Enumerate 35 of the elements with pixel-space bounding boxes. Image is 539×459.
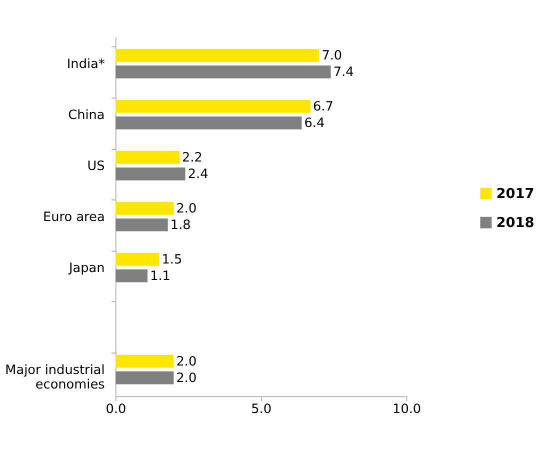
data-label: 2.0 xyxy=(176,354,197,370)
bar xyxy=(116,116,302,130)
bar xyxy=(116,100,310,113)
y-tick-label: Major industrial economies xyxy=(5,362,106,392)
data-label: 1.8 xyxy=(170,218,191,234)
data-label: 1.5 xyxy=(162,252,182,268)
data-label: 2.2 xyxy=(182,150,202,166)
bar xyxy=(116,252,160,266)
y-tick-label: Japan xyxy=(68,260,105,276)
data-label: 7.4 xyxy=(333,65,354,80)
data-label: 2.0 xyxy=(176,202,197,217)
data-label: 6.4 xyxy=(304,116,325,132)
bar xyxy=(116,167,186,180)
data-label: 2.0 xyxy=(176,371,197,386)
bar xyxy=(116,66,331,78)
y-tick-label: India* xyxy=(66,56,106,72)
y-tick-label: US xyxy=(87,158,105,174)
data-label: 7.0 xyxy=(322,48,342,64)
y-tick-label: China xyxy=(68,108,105,123)
bar xyxy=(116,354,174,368)
legend-label: 2017 xyxy=(496,186,534,202)
data-label: 1.1 xyxy=(150,269,170,284)
x-tick-label: 10.0 xyxy=(392,402,422,417)
bar xyxy=(116,48,320,62)
legend-label: 2018 xyxy=(496,214,534,231)
x-tick-label: 0.0 xyxy=(106,402,126,417)
data-label: 2.4 xyxy=(188,167,208,182)
bar xyxy=(116,202,174,215)
y-tick-label: Euro area xyxy=(43,210,105,225)
bar xyxy=(116,269,148,282)
data-label: 6.7 xyxy=(312,100,334,115)
bar xyxy=(116,218,168,232)
bar xyxy=(116,371,174,384)
x-tick-label: 5.0 xyxy=(251,402,272,417)
bar xyxy=(116,150,180,164)
